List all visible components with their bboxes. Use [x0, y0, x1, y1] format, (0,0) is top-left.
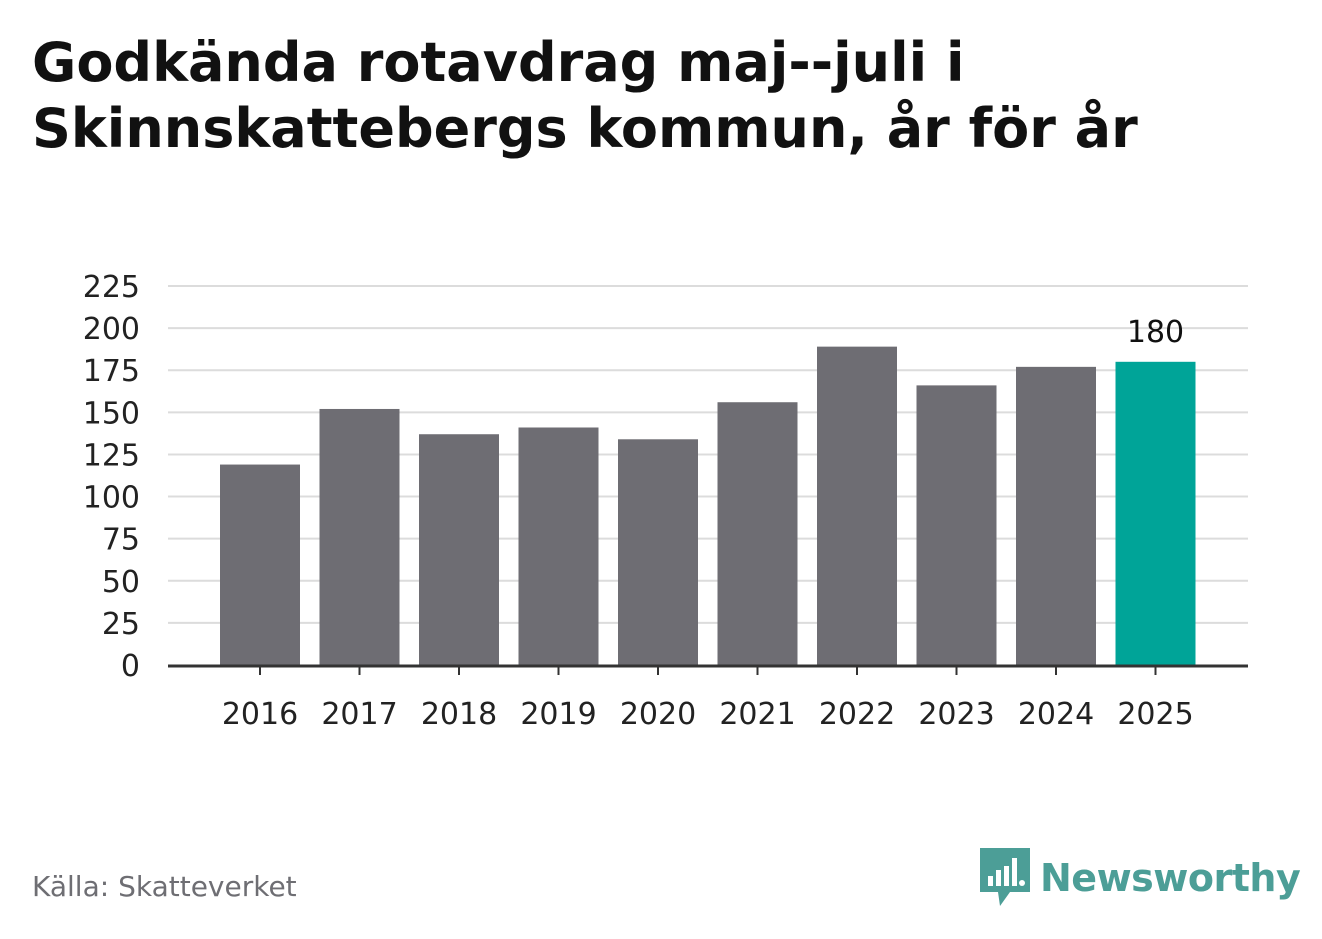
y-tick-label: 200 — [83, 312, 140, 347]
x-tick-label: 2016 — [222, 697, 298, 732]
bars — [220, 346, 1196, 665]
source-note: Källa: Skatteverket — [32, 870, 297, 903]
bar-2016 — [220, 464, 300, 665]
bar-2020 — [618, 439, 698, 665]
brand-name: Newsworthy — [1040, 856, 1301, 900]
bar-2017 — [319, 408, 400, 665]
y-tick-label: 100 — [83, 481, 140, 516]
x-tick-label: 2023 — [918, 697, 994, 732]
bar-2021 — [717, 402, 798, 665]
labels: 0 25 50 75 100 125 150 175 200 225 2016 2017 2018 201… — [83, 270, 1194, 732]
bar-2024 — [1016, 366, 1096, 665]
y-tick-label: 50 — [102, 565, 140, 600]
x-tick-label: 2018 — [421, 697, 497, 732]
x-tick-label: 2020 — [620, 697, 696, 732]
brand-logo: Newsworthy — [980, 848, 1301, 908]
y-tick-label: 125 — [83, 438, 140, 473]
y-tick-label: 225 — [83, 270, 140, 305]
data-label: 180 — [1127, 315, 1184, 350]
bar-2019 — [518, 427, 599, 665]
y-tick-label: 150 — [83, 396, 140, 431]
y-tick-label: 25 — [102, 607, 140, 642]
y-tick-label: 175 — [83, 354, 140, 389]
axes — [168, 664, 1248, 675]
bar-2018 — [419, 434, 499, 665]
x-tick-label: 2017 — [321, 697, 397, 732]
x-tick-label: 2024 — [1018, 697, 1094, 732]
bar-2023 — [916, 385, 997, 665]
x-tick-label: 2022 — [819, 697, 895, 732]
x-tick-label: 2021 — [719, 697, 795, 732]
x-tick-label: 2025 — [1117, 697, 1193, 732]
newsworthy-logo-icon — [980, 848, 1030, 906]
chart-title: Godkända rotavdrag maj--juli i Skinnskat… — [32, 31, 1138, 160]
x-tick-label: 2019 — [520, 697, 596, 732]
y-tick-label: 75 — [102, 523, 140, 558]
bar-2025 — [1115, 361, 1196, 665]
y-tick-label: 0 — [121, 649, 140, 684]
bar-2022 — [817, 346, 897, 665]
